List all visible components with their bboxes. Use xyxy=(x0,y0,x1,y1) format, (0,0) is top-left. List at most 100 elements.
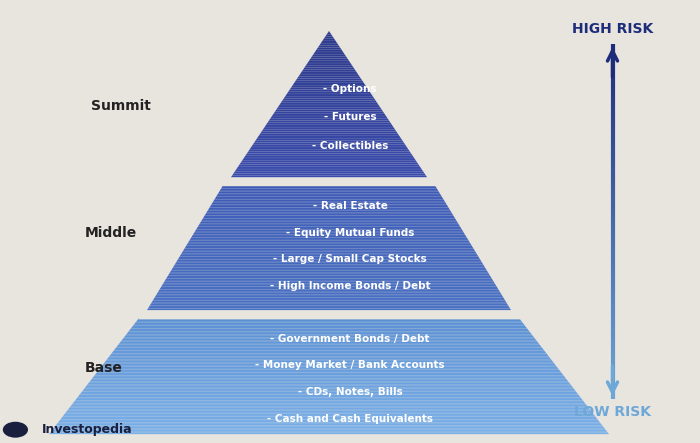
Polygon shape xyxy=(267,122,391,124)
Polygon shape xyxy=(105,361,553,362)
Polygon shape xyxy=(316,49,342,51)
Polygon shape xyxy=(183,250,475,252)
Polygon shape xyxy=(231,175,427,177)
Polygon shape xyxy=(232,174,426,175)
Polygon shape xyxy=(69,406,589,408)
Polygon shape xyxy=(274,112,384,113)
Polygon shape xyxy=(293,84,365,86)
Text: - Collectibles: - Collectibles xyxy=(312,141,388,151)
Polygon shape xyxy=(109,355,549,356)
Polygon shape xyxy=(211,204,447,206)
Polygon shape xyxy=(324,36,334,38)
Text: - Money Market / Bank Accounts: - Money Market / Bank Accounts xyxy=(256,361,444,370)
Polygon shape xyxy=(113,350,545,352)
Text: - High Income Bonds / Debt: - High Income Bonds / Debt xyxy=(270,281,430,291)
Polygon shape xyxy=(206,212,452,214)
Polygon shape xyxy=(123,337,535,339)
Polygon shape xyxy=(193,233,465,234)
Polygon shape xyxy=(49,433,609,434)
Polygon shape xyxy=(298,75,360,77)
Polygon shape xyxy=(133,324,525,326)
Polygon shape xyxy=(56,424,602,425)
Polygon shape xyxy=(257,137,401,139)
Polygon shape xyxy=(116,346,542,348)
Polygon shape xyxy=(236,168,422,170)
Polygon shape xyxy=(174,264,484,266)
Polygon shape xyxy=(279,104,379,106)
Polygon shape xyxy=(204,214,454,215)
Text: Investopedia: Investopedia xyxy=(42,423,132,436)
Polygon shape xyxy=(139,317,519,318)
Polygon shape xyxy=(106,359,552,361)
Polygon shape xyxy=(97,371,561,373)
Polygon shape xyxy=(53,427,604,428)
Polygon shape xyxy=(303,68,355,70)
Polygon shape xyxy=(267,120,391,122)
Polygon shape xyxy=(282,99,375,101)
Polygon shape xyxy=(246,153,412,155)
Polygon shape xyxy=(306,64,352,66)
Polygon shape xyxy=(321,42,337,44)
Polygon shape xyxy=(158,290,500,291)
Polygon shape xyxy=(208,209,450,211)
Polygon shape xyxy=(288,89,370,91)
Polygon shape xyxy=(52,428,606,430)
Polygon shape xyxy=(98,369,560,371)
Polygon shape xyxy=(204,215,454,217)
Polygon shape xyxy=(170,271,488,272)
Polygon shape xyxy=(272,113,385,115)
Polygon shape xyxy=(186,245,472,247)
Polygon shape xyxy=(308,60,350,62)
Polygon shape xyxy=(256,139,402,141)
Text: HIGH RISK: HIGH RISK xyxy=(572,22,653,36)
Polygon shape xyxy=(94,374,564,376)
Polygon shape xyxy=(129,330,529,331)
Polygon shape xyxy=(168,274,490,276)
Polygon shape xyxy=(234,170,424,172)
Polygon shape xyxy=(150,304,508,305)
Polygon shape xyxy=(252,144,406,146)
Polygon shape xyxy=(176,261,482,263)
Polygon shape xyxy=(281,101,377,102)
Polygon shape xyxy=(300,73,358,75)
Polygon shape xyxy=(223,184,435,186)
Polygon shape xyxy=(193,234,466,236)
Polygon shape xyxy=(160,288,498,290)
Polygon shape xyxy=(262,128,395,130)
Polygon shape xyxy=(216,195,442,197)
Polygon shape xyxy=(262,130,396,132)
Polygon shape xyxy=(326,33,332,35)
Polygon shape xyxy=(57,423,601,424)
Polygon shape xyxy=(126,333,532,334)
Polygon shape xyxy=(265,124,393,126)
Text: Middle: Middle xyxy=(84,225,136,240)
Polygon shape xyxy=(127,331,531,333)
Polygon shape xyxy=(302,70,356,71)
Polygon shape xyxy=(78,396,580,397)
Polygon shape xyxy=(158,291,500,293)
Polygon shape xyxy=(83,389,575,390)
Polygon shape xyxy=(107,358,551,359)
Polygon shape xyxy=(58,421,600,423)
Polygon shape xyxy=(88,383,570,384)
Polygon shape xyxy=(191,236,467,237)
Polygon shape xyxy=(180,255,478,256)
Polygon shape xyxy=(74,400,584,402)
Polygon shape xyxy=(239,163,419,164)
Polygon shape xyxy=(55,425,603,427)
Polygon shape xyxy=(154,298,504,299)
Polygon shape xyxy=(209,206,449,207)
Polygon shape xyxy=(258,135,400,137)
Polygon shape xyxy=(131,327,527,329)
Polygon shape xyxy=(150,302,507,304)
Polygon shape xyxy=(178,258,480,260)
Polygon shape xyxy=(251,146,407,148)
Polygon shape xyxy=(173,266,485,268)
Polygon shape xyxy=(91,378,567,380)
Polygon shape xyxy=(71,403,587,405)
Polygon shape xyxy=(51,430,607,431)
Polygon shape xyxy=(157,293,501,294)
Polygon shape xyxy=(111,352,547,354)
Polygon shape xyxy=(318,46,340,47)
Polygon shape xyxy=(316,47,342,49)
